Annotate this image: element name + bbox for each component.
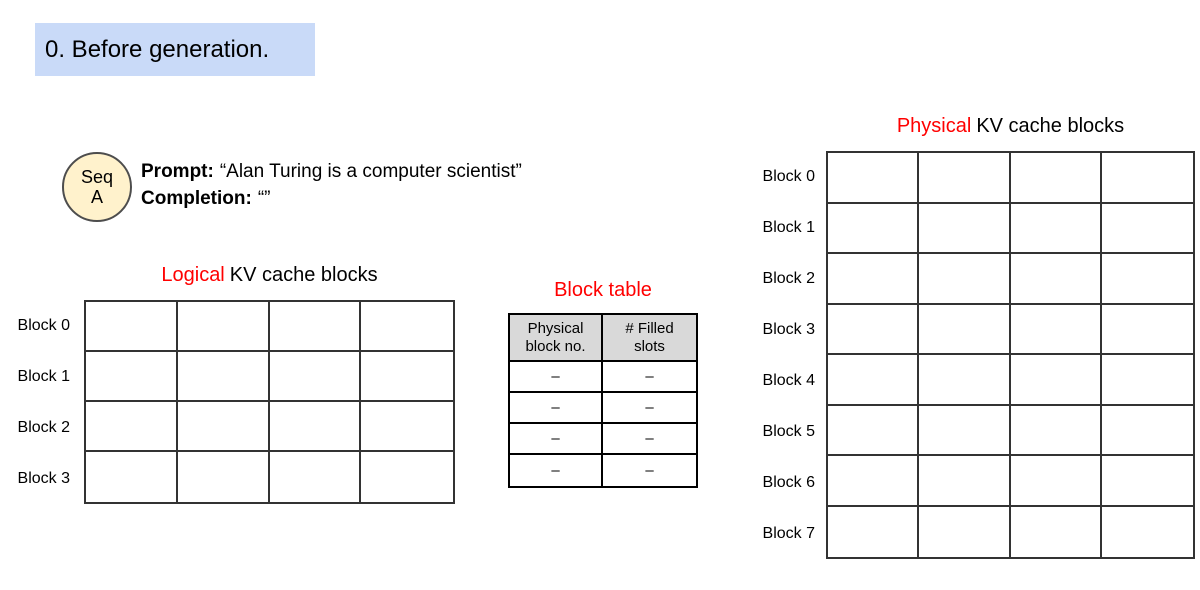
physical-blocks-title: Physical KV cache blocks <box>826 114 1195 138</box>
block-row-label: Block 1 <box>762 218 815 236</box>
kv-cache-cell <box>86 352 178 402</box>
kv-cache-cell <box>1010 304 1102 355</box>
logical-title-highlight: Logical <box>161 264 225 286</box>
block-row-label: Block 0 <box>17 316 70 334</box>
kv-cache-cell <box>919 506 1011 557</box>
block-row-label: Block 0 <box>762 167 815 185</box>
kv-cache-cell <box>270 452 362 502</box>
block-table-cell: – <box>603 424 696 455</box>
kv-cache-cell <box>1010 405 1102 456</box>
logical-row-labels: Block 0 Block 1 Block 2 Block 3 <box>0 300 70 504</box>
kv-cache-cell <box>919 254 1011 305</box>
block-table-cell: – <box>603 393 696 424</box>
block-row-label: Block 4 <box>762 371 815 389</box>
block-table-title: Block table <box>554 279 652 301</box>
block-table-cell: – <box>510 362 603 393</box>
kv-cache-cell <box>1010 203 1102 254</box>
prompt-text: “Alan Turing is a computer scientist” <box>219 161 522 182</box>
kv-cache-cell <box>1011 506 1102 557</box>
block-row-label: Block 5 <box>762 422 815 440</box>
completion-line: Completion: “” <box>141 185 661 212</box>
kv-cache-cell <box>828 355 920 406</box>
kv-cache-cell <box>269 302 362 352</box>
sequence-badge-line1: Seq <box>80 167 114 187</box>
kv-cache-cell <box>828 304 920 355</box>
kv-cache-cell <box>828 203 920 254</box>
prompt-line: Prompt: “Alan Turing is a computer scient… <box>141 158 661 185</box>
block-row-label: Block 1 <box>17 367 70 385</box>
kv-cache-cell <box>919 304 1011 355</box>
step-banner-label: 0. Before generation. <box>45 35 270 63</box>
block-table-cell: – <box>603 362 696 393</box>
kv-cache-cell <box>1010 153 1102 204</box>
physical-row-labels: Block 0 Block 1 Block 2 Block 3 Block 4 Block… <box>712 151 815 559</box>
logical-kv-grid <box>84 300 455 504</box>
kv-cache-cell <box>1102 507 1193 558</box>
kv-cache-cell <box>269 352 362 402</box>
kv-cache-cell <box>828 506 920 557</box>
kv-cache-cell <box>1010 456 1102 507</box>
kv-cache-cell <box>1101 456 1193 507</box>
kv-cache-cell <box>361 452 453 502</box>
kv-cache-cell <box>828 254 920 305</box>
block-row-label: Block 6 <box>762 473 815 491</box>
kv-cache-cell <box>1101 153 1193 204</box>
block-table-cell: – <box>510 455 603 486</box>
kv-cache-cell <box>1101 406 1193 456</box>
sequence-badge: Seq A <box>62 152 132 222</box>
physical-title-highlight: Physical <box>896 115 972 137</box>
kv-cache-cell <box>919 405 1011 456</box>
kv-cache-cell <box>828 456 920 507</box>
kv-cache-cell <box>86 302 178 352</box>
sequence-badge-line2: A <box>90 187 103 207</box>
kv-cache-cell <box>919 153 1011 204</box>
logical-title-rest: KV cache blocks <box>229 264 378 286</box>
block-row-label: Block 2 <box>17 418 70 436</box>
kv-cache-cell <box>361 352 453 402</box>
kv-cache-cell <box>1101 204 1193 254</box>
block-table-header-filled: # Filled slots <box>603 315 696 362</box>
kv-cache-cell <box>86 452 178 502</box>
kv-cache-cell <box>177 402 270 452</box>
kv-cache-cell <box>919 203 1011 254</box>
kv-cache-cell <box>177 352 270 402</box>
kv-cache-cell <box>919 456 1011 507</box>
kv-cache-cell <box>178 452 270 502</box>
block-table-cell: – <box>645 462 654 479</box>
logical-blocks-title: Logical KV cache blocks <box>84 263 455 287</box>
kv-cache-cell <box>86 402 178 452</box>
kv-cache-cell <box>361 402 453 452</box>
block-table-cell: – <box>510 393 603 424</box>
kv-cache-cell <box>1010 355 1102 406</box>
block-table: Physical block no. # Filled slots – – – – – –… <box>508 313 698 488</box>
kv-cache-cell <box>828 405 920 456</box>
completion-text: “” <box>257 188 271 209</box>
kv-cache-cell <box>177 302 270 352</box>
block-table-cell: – <box>510 424 603 455</box>
prompt-label: Prompt: <box>141 161 214 182</box>
sequence-text: Prompt: “Alan Turing is a computer scient… <box>141 158 661 212</box>
kv-cache-cell <box>1010 254 1102 305</box>
block-row-label: Block 3 <box>17 469 70 487</box>
kv-cache-cell <box>828 153 920 204</box>
physical-kv-grid <box>826 151 1195 559</box>
step-banner: 0. Before generation. <box>35 23 315 76</box>
completion-label: Completion: <box>141 188 252 209</box>
kv-cache-cell <box>361 302 453 352</box>
kv-cache-cell <box>1101 305 1193 355</box>
kv-cache-cell <box>1101 355 1193 406</box>
block-table-header-physical: Physical block no. <box>510 315 603 362</box>
kv-cache-cell <box>1101 254 1193 305</box>
block-row-label: Block 3 <box>762 320 815 338</box>
kv-cache-cell <box>919 355 1011 406</box>
kv-cache-cell <box>269 402 362 452</box>
block-row-label: Block 2 <box>762 269 815 287</box>
block-row-label: Block 7 <box>762 524 815 542</box>
physical-title-rest: KV cache blocks <box>976 115 1125 137</box>
